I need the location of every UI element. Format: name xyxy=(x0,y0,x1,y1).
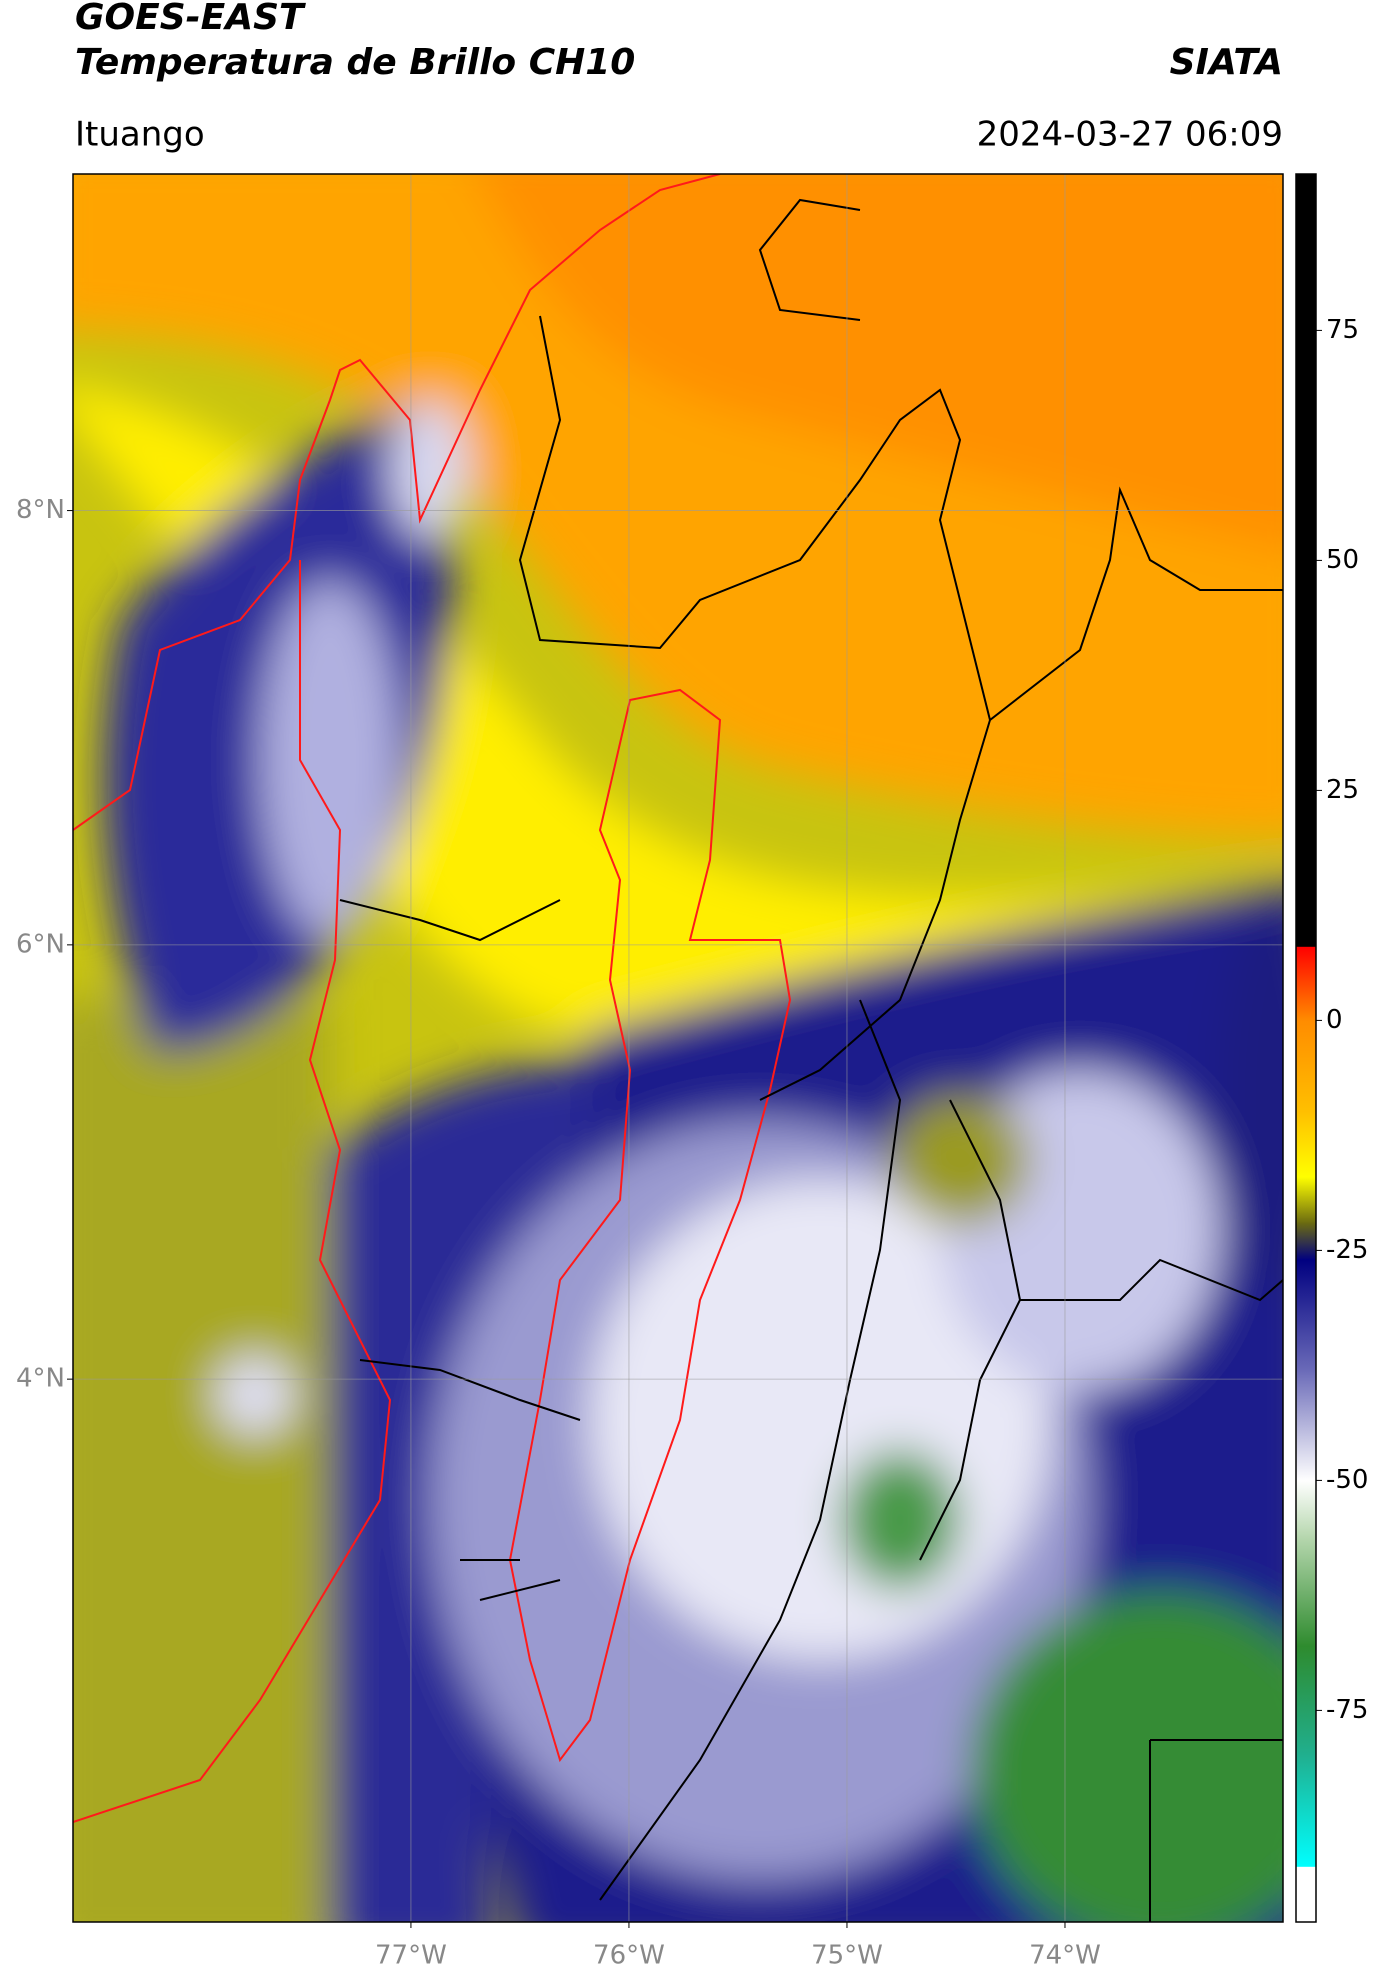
region-outline xyxy=(508,688,792,1763)
field xyxy=(260,580,400,940)
colorbar-segment xyxy=(1296,1112,1316,1178)
map-frame xyxy=(72,173,1284,1923)
colorbar-tick-label: 25 xyxy=(1326,775,1359,805)
title: GOES-EAST xyxy=(75,0,306,38)
colorbar-tick-label: 50 xyxy=(1326,545,1359,575)
colorbar-frame xyxy=(1295,173,1317,1923)
colorbar-segment xyxy=(1296,1535,1316,1647)
colorbar-tick-label: 0 xyxy=(1326,1005,1343,1035)
colorbar-tick-label: -25 xyxy=(1326,1235,1368,1265)
org: SIATA xyxy=(1170,42,1283,83)
colorbar-segment xyxy=(1296,1222,1316,1261)
field xyxy=(840,1450,960,1590)
timestamp: 2024-03-27 06:09 xyxy=(977,115,1283,155)
colorbar-tick-label: -50 xyxy=(1326,1465,1368,1495)
colorbar-segment xyxy=(1296,1020,1316,1113)
satellite-image xyxy=(73,174,1283,1922)
x-tick-label: 75°W xyxy=(811,1941,883,1971)
x-tick-label: 77°W xyxy=(375,1941,447,1971)
colorbar-segment xyxy=(1296,946,1316,1021)
y-tick-label: 6°N xyxy=(16,929,65,959)
colorbar-segment xyxy=(1296,1176,1316,1224)
y-tick-label: 4°N xyxy=(16,1364,65,1394)
y-tick-label: 8°N xyxy=(16,495,65,525)
field xyxy=(390,400,470,540)
subtitle: Temperatura de Brillo CH10 xyxy=(75,42,635,83)
location: Ituango xyxy=(75,115,205,155)
colorbar-segment xyxy=(1296,1756,1316,1868)
colorbar-segment xyxy=(1296,1259,1316,1371)
grid xyxy=(73,174,1283,1922)
field xyxy=(215,1355,295,1435)
admin-borders xyxy=(339,198,1283,1922)
cloud-field xyxy=(73,174,1283,1922)
field xyxy=(890,1095,1030,1225)
x-tick-label: 74°W xyxy=(1029,1941,1101,1971)
field xyxy=(970,1590,1283,1922)
colorbar xyxy=(1296,174,1316,1923)
coastline xyxy=(73,174,721,1823)
field xyxy=(477,174,1283,552)
colorbar-segment xyxy=(1296,174,1316,948)
colorbar-segment xyxy=(1296,1866,1316,1923)
colorbar-segment xyxy=(1296,1646,1316,1757)
colorbar-tick-label: -75 xyxy=(1326,1695,1368,1725)
field xyxy=(1220,900,1283,1300)
colorbar-tick-label: 75 xyxy=(1326,315,1359,345)
colorbar-segment xyxy=(1296,1480,1316,1537)
colorbar-segment xyxy=(1296,1370,1316,1481)
x-tick-label: 76°W xyxy=(593,1941,665,1971)
field xyxy=(73,1000,330,1922)
